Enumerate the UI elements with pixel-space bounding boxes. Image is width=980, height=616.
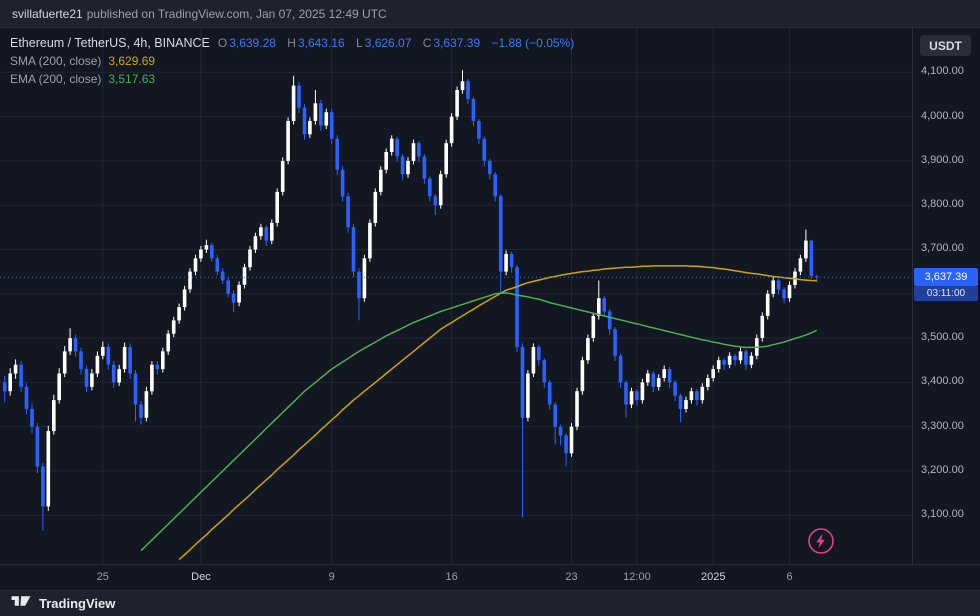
open-value: 3,639.28 bbox=[229, 36, 276, 50]
chart-legend: Ethereum / TetherUS, 4h, BINANCE O 3,639.… bbox=[10, 34, 574, 88]
tradingview-logo-icon[interactable] bbox=[10, 593, 32, 614]
close-value: 3,637.39 bbox=[433, 36, 481, 50]
ema-label: EMA (200, close) bbox=[10, 72, 102, 86]
change-value: −1.88 (−0.05%) bbox=[491, 36, 575, 50]
low-value: 3,626.07 bbox=[364, 36, 412, 50]
price-axis-label: 3,200.00 bbox=[921, 463, 964, 476]
price-axis-label: 3,300.00 bbox=[921, 419, 964, 432]
currency-toggle-usdt[interactable]: USDT bbox=[920, 35, 971, 56]
high-label: H bbox=[287, 36, 296, 50]
ema-value: 3,517.63 bbox=[108, 72, 156, 86]
time-axis-label: 25 bbox=[96, 571, 109, 583]
price-axis-label: 3,500.00 bbox=[921, 331, 964, 344]
price-axis-label: 3,400.00 bbox=[921, 375, 964, 388]
high-value: 3,643.16 bbox=[297, 36, 345, 50]
bar-countdown-timer: 03:11:00 bbox=[914, 286, 978, 302]
sma-value: 3,629.69 bbox=[108, 54, 156, 68]
footer-bar: TradingView bbox=[0, 590, 980, 616]
time-axis-label: 16 bbox=[445, 571, 458, 583]
lightning-bolt-icon bbox=[807, 527, 835, 560]
price-axis-label: 3,100.00 bbox=[921, 508, 964, 521]
low-label: L bbox=[356, 36, 363, 50]
boost-button[interactable] bbox=[806, 527, 836, 560]
sma-label: SMA (200, close) bbox=[10, 54, 102, 68]
price-axis-label: 3,700.00 bbox=[921, 242, 964, 255]
price-axis-label: 4,000.00 bbox=[921, 109, 964, 122]
price-axis-label: 3,800.00 bbox=[921, 198, 964, 211]
attribution-text: published on TradingView.com, Jan 07, 20… bbox=[86, 6, 387, 21]
time-axis-label: 2025 bbox=[700, 571, 726, 583]
author-username: svillafuerte21 bbox=[12, 6, 83, 21]
tradingview-brand-text[interactable]: TradingView bbox=[39, 596, 116, 611]
legend-ema-row[interactable]: EMA (200, close) 3,517.63 bbox=[10, 70, 574, 88]
time-axis-label: 6 bbox=[786, 571, 793, 583]
legend-sma-row[interactable]: SMA (200, close) 3,629.69 bbox=[10, 52, 574, 70]
price-axis-label: 3,900.00 bbox=[921, 153, 964, 166]
legend-symbol-row[interactable]: Ethereum / TetherUS, 4h, BINANCE O 3,639.… bbox=[10, 34, 574, 52]
time-axis-label: Dec bbox=[191, 571, 211, 583]
price-axis[interactable]: USDT 3,637.39 03:11:00 4,100.00 4,000.00 3… bbox=[912, 28, 980, 564]
candlestick-chart[interactable] bbox=[0, 28, 912, 564]
price-axis-label: 4,100.00 bbox=[921, 65, 964, 78]
time-axis-label: 12:00 bbox=[623, 571, 651, 583]
chart-area: Ethereum / TetherUS, 4h, BINANCE O 3,639.… bbox=[0, 28, 980, 564]
ohlc-values: O 3,639.28 H 3,643.16 L 3,626.07 C 3,637.39 … bbox=[210, 36, 574, 50]
symbol-title[interactable]: Ethereum / TetherUS, 4h, BINANCE bbox=[10, 36, 210, 50]
time-axis-label: 23 bbox=[565, 571, 578, 583]
close-label: C bbox=[422, 36, 432, 50]
open-label: O bbox=[217, 36, 228, 50]
last-price-badge: 3,637.39 bbox=[914, 268, 978, 287]
time-axis[interactable]: 25 Dec 9 16 23 12:00 2025 6 bbox=[0, 564, 980, 590]
attribution-bar: svillafuerte21 published on TradingView.… bbox=[0, 0, 980, 28]
time-axis-label: 9 bbox=[328, 571, 335, 583]
